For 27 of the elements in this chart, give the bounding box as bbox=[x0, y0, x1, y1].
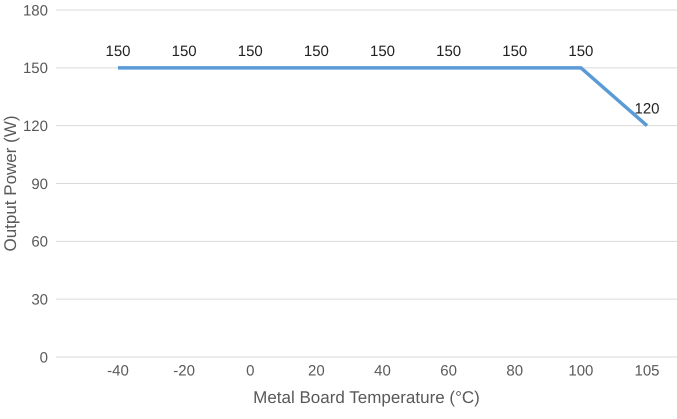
y-tick-label: 0 bbox=[40, 349, 48, 366]
y-tick-label: 120 bbox=[22, 118, 48, 135]
x-tick-label: 100 bbox=[568, 362, 594, 380]
y-axis-title: Output Power (W) bbox=[1, 115, 20, 252]
x-tick-label: 40 bbox=[374, 362, 391, 380]
x-tick-label: 60 bbox=[440, 362, 457, 380]
y-tick-label: 90 bbox=[31, 176, 48, 193]
data-label: 150 bbox=[172, 42, 197, 60]
data-label: 150 bbox=[105, 42, 131, 60]
x-tick-label: -20 bbox=[173, 362, 195, 380]
data-label: 150 bbox=[436, 42, 462, 60]
x-axis-title: Metal Board Temperature (°C) bbox=[253, 388, 480, 407]
y-tick-label: 180 bbox=[22, 2, 48, 20]
x-tick-label: 20 bbox=[308, 362, 325, 380]
y-tick-label: 60 bbox=[31, 234, 48, 251]
x-tick-label: 0 bbox=[246, 362, 254, 380]
data-label: 120 bbox=[634, 100, 660, 118]
y-tick-label: 150 bbox=[22, 60, 48, 78]
data-label: 150 bbox=[502, 42, 528, 60]
data-label: 150 bbox=[238, 42, 263, 60]
data-label: 150 bbox=[304, 42, 329, 60]
y-tick-label: 30 bbox=[31, 291, 48, 308]
data-label: 150 bbox=[370, 42, 396, 60]
data-label: 150 bbox=[568, 42, 594, 60]
x-tick-label: 105 bbox=[634, 362, 660, 380]
x-tick-label: -40 bbox=[107, 362, 129, 380]
x-tick-label: 80 bbox=[506, 362, 524, 380]
